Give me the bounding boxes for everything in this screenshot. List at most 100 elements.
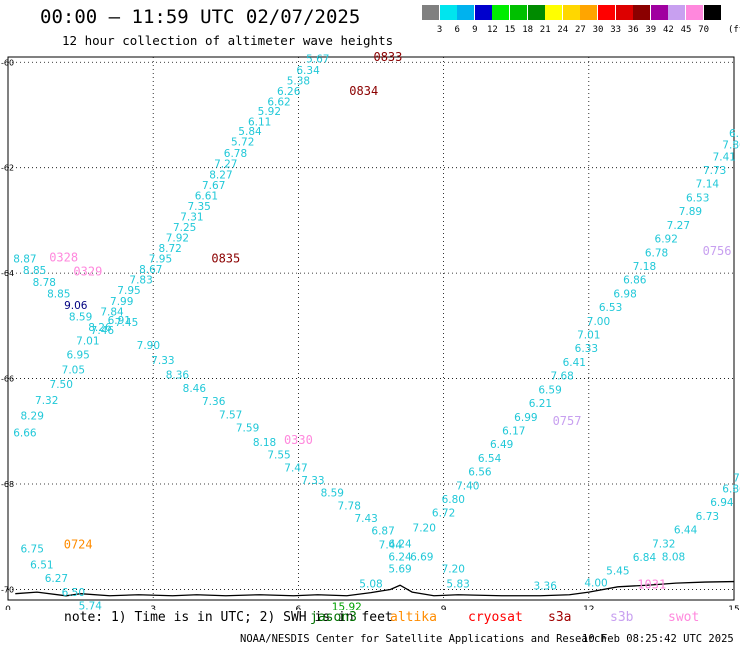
legend-swot: swot xyxy=(668,610,700,625)
swh-label: 8.67 xyxy=(139,264,162,276)
swh-label: 6.53 xyxy=(686,192,709,204)
legend-label: 15 xyxy=(504,25,516,35)
legend-swatch xyxy=(668,5,686,20)
swh-label: 8.29 xyxy=(21,411,44,423)
swh-label: 5.38 xyxy=(287,75,310,87)
x-tick-label: 6 xyxy=(296,605,302,610)
plot-frame xyxy=(7,56,735,601)
swh-label: 6.49 xyxy=(490,439,513,451)
legend-label: 42 xyxy=(663,25,674,35)
y-tick-label: -60 xyxy=(1,58,14,67)
swh-label: 4.00 xyxy=(584,577,607,589)
legend-s3b: s3b xyxy=(610,610,634,625)
swh-label: 6.11 xyxy=(248,117,271,129)
swh-label: 6.17 xyxy=(502,425,525,437)
swh-label: 8.78 xyxy=(33,277,56,289)
pass-time-label: 0756 xyxy=(703,244,732,258)
wave-height-chart: 5.676.345.386.266.625.926.115.845.726.78… xyxy=(1,50,740,610)
y-tick-label: -70 xyxy=(1,585,14,594)
x-tick-label: 15 xyxy=(728,605,739,610)
swh-label: 8.85 xyxy=(47,288,70,300)
legend-swatch xyxy=(492,5,510,20)
swh-label: 6.78 xyxy=(224,148,247,160)
legend-swatch xyxy=(474,5,492,20)
swh-label: 8.08 xyxy=(662,551,685,563)
swh-label: 6.21 xyxy=(529,398,552,410)
swh-label: 5.92 xyxy=(258,106,281,118)
swh-label: 7.31 xyxy=(180,211,203,223)
swh-label: 6.50 xyxy=(62,587,85,599)
swh-label: 7.01 xyxy=(76,335,99,347)
swh-label: 7.55 xyxy=(267,450,290,462)
swh-label: 6.33 xyxy=(575,343,598,355)
swh-label: 7.92 xyxy=(166,233,189,245)
swh-label: 7.83 xyxy=(129,275,152,287)
legend-label: 33 xyxy=(610,25,622,35)
swh-label: 7.67 xyxy=(202,180,225,192)
pass-labels: 0833083408350328032903300756075707240723… xyxy=(49,50,732,591)
swh-label: 7.47 xyxy=(284,462,307,474)
swh-label: 6.26 xyxy=(277,86,301,98)
swh-label: 7.33 xyxy=(301,475,324,487)
x-tick-label: 3 xyxy=(150,605,156,610)
legend-swatch xyxy=(545,5,563,20)
swh-label: 7.36 xyxy=(202,396,226,408)
footer-note: note: 1) Time is in UTC; 2) SWH is in fe… xyxy=(0,610,740,630)
swh-label: 7.84 xyxy=(100,306,124,318)
swh-label: 6.86 xyxy=(722,483,740,495)
legend-label: 30 xyxy=(592,25,604,35)
legend-swatch xyxy=(422,5,439,20)
swh-label: 7.89 xyxy=(679,206,702,218)
swh-label: 7.32 xyxy=(652,538,675,550)
swh-label: 6.41 xyxy=(563,357,586,369)
swh-label: 7.05 xyxy=(62,364,85,376)
swh-label: 7.27 xyxy=(214,159,237,171)
legend-swatch xyxy=(457,5,475,20)
swh-label: 5.84 xyxy=(238,126,262,138)
legend-label: 21 xyxy=(539,25,551,35)
legend-label: 18 xyxy=(522,25,534,35)
swh-label: 6.66 xyxy=(13,428,37,440)
swh-label: 7.35 xyxy=(187,201,210,213)
swh-label: 5.72 xyxy=(231,137,254,149)
swh-label: 6.53 xyxy=(599,302,622,314)
swh-label: 8.87 xyxy=(13,254,36,266)
swh-label: 7.01 xyxy=(577,330,600,342)
swh-label: 6.87 xyxy=(371,526,394,538)
swh-label: 7.20 xyxy=(442,564,465,576)
legend-label: 24 xyxy=(557,25,569,35)
swh-label: 6. xyxy=(729,128,739,140)
swh-label: 5.67 xyxy=(306,53,329,65)
legend-swatch xyxy=(703,5,721,20)
swh-label: 5.08 xyxy=(359,578,382,590)
swh-label: 7.32 xyxy=(35,395,58,407)
x-tick-label: 0 xyxy=(5,605,11,610)
pass-time-label: 1031 xyxy=(637,577,666,591)
swh-label: 9.06 xyxy=(64,300,88,312)
page-title: 00:00 – 11:59 UTC 02/07/2025 xyxy=(40,6,361,28)
swh-label: 8.36 xyxy=(166,370,190,382)
swh-label: 6.91 xyxy=(108,315,131,327)
swh-label: 6.34 xyxy=(296,65,320,77)
swh-label: 6.98 xyxy=(613,288,636,300)
swh-label: 5.45 xyxy=(606,566,629,578)
x-tick-label: 12 xyxy=(583,605,594,610)
swh-label: 7.73 xyxy=(703,165,726,177)
legend-cryosat: cryosat xyxy=(468,610,523,625)
swh-label: 7.95 xyxy=(117,285,140,297)
swh-label: 7.68 xyxy=(550,371,573,383)
legend-swatch xyxy=(650,5,668,20)
swh-label: 6.59 xyxy=(538,384,561,396)
y-tick-label: -66 xyxy=(1,375,14,384)
legend-label: 70 xyxy=(698,25,710,35)
legend-label: 6 xyxy=(454,25,460,35)
swh-label: 7.00 xyxy=(587,316,610,328)
swh-label: 6.75 xyxy=(21,544,44,556)
swh-label: 6.24 xyxy=(388,551,412,563)
legend-altika: altika xyxy=(390,610,437,625)
pass-time-label: 0833 xyxy=(373,50,402,64)
swh-label: 7.20 xyxy=(413,522,436,534)
swh-label: 7.25 xyxy=(173,222,196,234)
swh-label: 8.85 xyxy=(23,265,46,277)
updated-timestamp: 10 Feb 08:25:42 UTC 2025 xyxy=(582,633,734,645)
